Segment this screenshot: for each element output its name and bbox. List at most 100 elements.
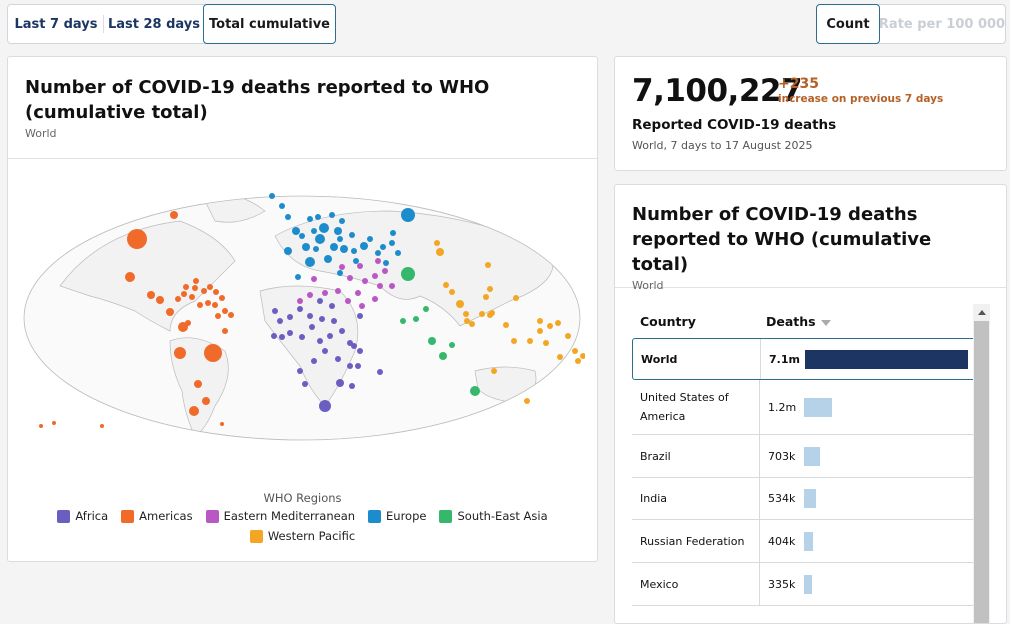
country-bubble[interactable] — [185, 320, 191, 326]
country-bubble[interactable] — [279, 334, 285, 340]
country-bubble[interactable] — [443, 282, 449, 288]
country-bubble[interactable] — [202, 397, 210, 405]
country-bubble[interactable] — [194, 380, 202, 388]
country-bubble[interactable] — [100, 424, 104, 428]
country-bubble[interactable] — [555, 320, 561, 326]
country-bubble[interactable] — [380, 244, 386, 250]
country-bubble[interactable] — [311, 358, 317, 364]
legend-item-eastern-mediterranean[interactable]: Eastern Mediterranean — [205, 509, 355, 523]
tab-count[interactable]: Count — [816, 4, 880, 44]
country-bubble[interactable] — [372, 296, 378, 302]
country-bubble[interactable] — [469, 321, 475, 327]
country-bubble[interactable] — [319, 316, 325, 322]
table-row[interactable]: Mexico 335k — [632, 563, 976, 606]
country-bubble[interactable] — [367, 236, 373, 242]
country-bubble[interactable] — [470, 386, 480, 396]
country-bubble[interactable] — [279, 203, 285, 209]
country-bubble[interactable] — [311, 276, 317, 282]
country-bubble[interactable] — [395, 250, 401, 256]
country-bubble[interactable] — [357, 263, 363, 269]
country-bubble[interactable] — [222, 328, 228, 334]
table-row[interactable]: India 534k — [632, 478, 976, 520]
country-bubble[interactable] — [357, 313, 363, 319]
country-bubble[interactable] — [315, 214, 321, 220]
country-bubble[interactable] — [382, 268, 388, 274]
country-bubble[interactable] — [319, 400, 331, 412]
country-bubble[interactable] — [287, 314, 293, 320]
country-bubble[interactable] — [127, 229, 147, 249]
country-bubble[interactable] — [337, 236, 343, 242]
country-bubble[interactable] — [575, 358, 581, 364]
country-bubble[interactable] — [307, 292, 313, 298]
country-bubble[interactable] — [156, 296, 164, 304]
country-bubble[interactable] — [307, 313, 313, 319]
country-bubble[interactable] — [317, 298, 323, 304]
country-bubble[interactable] — [181, 291, 187, 297]
country-bubble[interactable] — [337, 270, 343, 276]
country-bubble[interactable] — [299, 233, 305, 239]
country-bubble[interactable] — [329, 303, 335, 309]
country-bubble[interactable] — [483, 294, 489, 300]
country-bubble[interactable] — [389, 283, 395, 289]
country-bubble[interactable] — [315, 234, 325, 244]
country-bubble[interactable] — [413, 316, 419, 322]
country-bubble[interactable] — [434, 240, 440, 246]
country-bubble[interactable] — [335, 288, 341, 294]
country-bubble[interactable] — [347, 363, 353, 369]
country-bubble[interactable] — [183, 284, 189, 290]
country-bubble[interactable] — [220, 422, 224, 426]
country-bubble[interactable] — [527, 338, 533, 344]
country-bubble[interactable] — [339, 328, 345, 334]
country-bubble[interactable] — [331, 318, 337, 324]
country-bubble[interactable] — [513, 295, 519, 301]
country-bubble[interactable] — [503, 322, 509, 328]
country-bubble[interactable] — [485, 262, 491, 268]
country-bubble[interactable] — [322, 348, 328, 354]
country-bubble[interactable] — [547, 323, 553, 329]
country-bubble[interactable] — [205, 300, 211, 306]
scroll-up-button[interactable] — [973, 304, 990, 321]
country-bubble[interactable] — [166, 308, 174, 316]
column-header-deaths[interactable]: Deaths — [760, 314, 831, 329]
country-bubble[interactable] — [360, 242, 368, 250]
country-bubble[interactable] — [339, 264, 345, 270]
country-bubble[interactable] — [287, 330, 293, 336]
country-bubble[interactable] — [339, 218, 345, 224]
country-bubble[interactable] — [464, 318, 470, 324]
country-bubble[interactable] — [147, 291, 155, 299]
country-bubble[interactable] — [449, 289, 455, 295]
country-bubble[interactable] — [383, 260, 389, 266]
country-bubble[interactable] — [329, 212, 335, 218]
country-bubble[interactable] — [201, 288, 207, 294]
country-bubble[interactable] — [487, 286, 493, 292]
country-bubble[interactable] — [572, 348, 578, 354]
country-bubble[interactable] — [334, 227, 342, 235]
country-bubble[interactable] — [377, 369, 383, 375]
country-bubble[interactable] — [192, 285, 198, 291]
tab-last-28-days[interactable]: Last 28 days — [107, 16, 201, 32]
country-bubble[interactable] — [193, 278, 199, 284]
country-bubble[interactable] — [295, 274, 301, 280]
country-bubble[interactable] — [401, 267, 415, 281]
country-bubble[interactable] — [174, 347, 186, 359]
country-bubble[interactable] — [197, 302, 203, 308]
country-bubble[interactable] — [309, 324, 315, 330]
legend-item-europe[interactable]: Europe — [368, 509, 426, 523]
country-bubble[interactable] — [456, 300, 464, 308]
country-bubble[interactable] — [537, 328, 543, 334]
sort-descending-icon[interactable] — [820, 319, 831, 326]
country-bubble[interactable] — [349, 232, 355, 238]
country-bubble[interactable] — [313, 246, 319, 252]
country-bubble[interactable] — [284, 247, 292, 255]
country-bubble[interactable] — [580, 353, 586, 359]
country-bubble[interactable] — [311, 228, 317, 234]
tab-last-7-days[interactable]: Last 7 days — [8, 5, 104, 43]
country-bubble[interactable] — [207, 284, 213, 290]
country-bubble[interactable] — [390, 230, 396, 236]
country-bubble[interactable] — [340, 245, 348, 253]
country-bubble[interactable] — [543, 340, 549, 346]
country-bubble[interactable] — [219, 295, 225, 301]
country-bubble[interactable] — [389, 240, 395, 246]
country-bubble[interactable] — [479, 311, 485, 317]
country-bubble[interactable] — [355, 290, 361, 296]
